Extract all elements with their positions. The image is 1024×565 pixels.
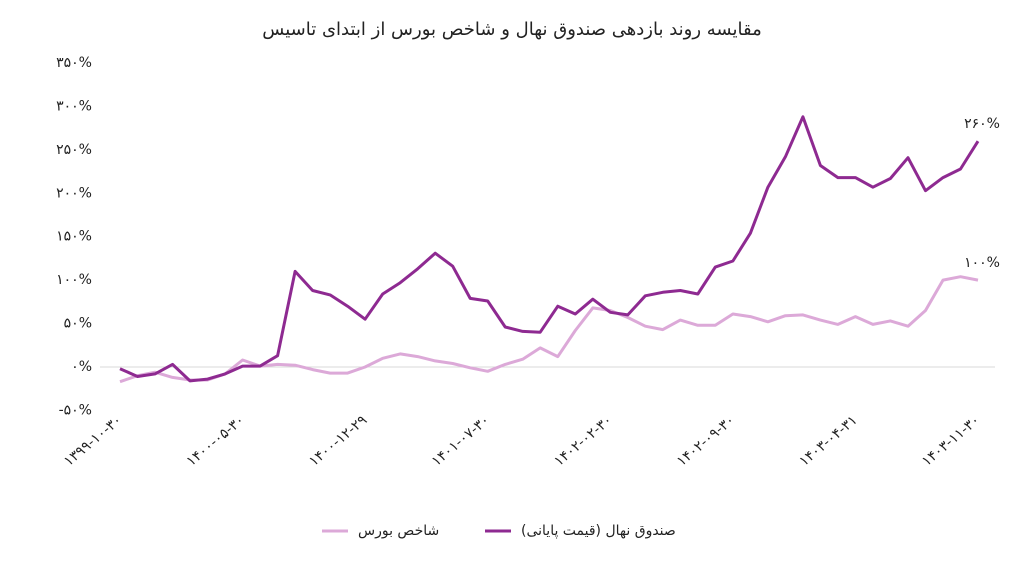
x-tick-label: ۱۴۰۳-۰۴-۳۱ (796, 412, 860, 469)
x-tick-label: ۱۴۰۰-۱۲-۲۹ (306, 412, 370, 469)
y-tick-label: ۳۵۰% (56, 55, 92, 71)
x-tick-label: ۱۴۰۲-۰۲-۳۰ (551, 412, 615, 469)
y-tick-label: ۲۵۰% (56, 142, 92, 158)
legend-label: صندوق نهال (قیمت پایانی) (521, 523, 676, 539)
x-tick-label: ۱۴۰۳-۱۱-۳۰ (919, 412, 983, 469)
legend-item: شاخص بورس (322, 523, 439, 539)
data-label: ۱۰۰% (964, 255, 1000, 271)
x-tick-label: ۱۴۰۰-۰۵-۳۰ (184, 412, 248, 469)
x-tick-label: ۱۴۰۲-۰۹-۳۰ (674, 412, 738, 469)
x-tick-label: ۱۴۰۱-۰۷-۳۰ (429, 412, 493, 469)
chart-title: مقایسه روند بازدهی صندوق نهال و شاخص بور… (262, 19, 761, 40)
legend-item: صندوق نهال (قیمت پایانی) (485, 523, 676, 539)
legend-label: شاخص بورس (358, 523, 439, 539)
y-tick-label: ۱۰۰% (56, 272, 92, 288)
y-tick-label: ۰% (71, 359, 92, 375)
x-tick-label: ۱۳۹۹-۱۰-۳۰ (61, 412, 125, 469)
y-tick-label: ۵۰% (64, 316, 92, 332)
series-line (119, 115, 980, 383)
y-tick-label: ۲۰۰% (56, 185, 92, 201)
data-label: ۲۶۰% (964, 116, 1000, 132)
y-tick-label: -۵۰% (59, 402, 92, 418)
y-tick-label: ۳۰۰% (56, 98, 92, 114)
y-tick-label: ۱۵۰% (56, 229, 92, 245)
